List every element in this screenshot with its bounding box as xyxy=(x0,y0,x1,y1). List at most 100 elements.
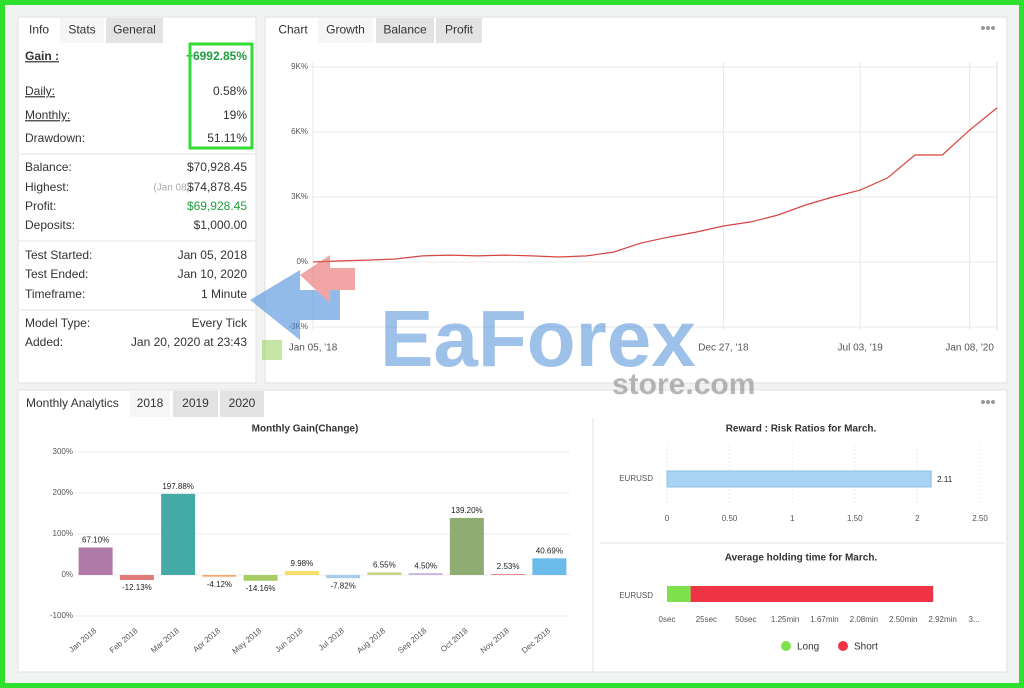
info-label: Timeframe: xyxy=(25,287,85,301)
value-label: 2.53% xyxy=(497,562,520,571)
tab-label[interactable]: 2019 xyxy=(182,396,209,410)
x-tick-label: 2.50min xyxy=(889,615,917,624)
value-label: -12.13% xyxy=(122,583,152,592)
info-label: Profit: xyxy=(25,199,56,213)
info-label: Daily: xyxy=(25,84,55,98)
watermark-domain: store.com xyxy=(612,368,755,401)
x-tick-label: 0 xyxy=(665,514,670,523)
tab-label[interactable]: 2018 xyxy=(137,396,164,410)
menu-dots[interactable] xyxy=(981,26,995,30)
bar-segment xyxy=(690,586,934,602)
legend-marker[interactable] xyxy=(838,641,848,651)
info-value: Every Tick xyxy=(192,316,248,330)
x-tick-label: 2.08min xyxy=(850,615,878,624)
tab-label[interactable]: Stats xyxy=(68,23,95,37)
tab[interactable] xyxy=(173,391,218,417)
value-label: -4.12% xyxy=(207,580,232,589)
bar xyxy=(449,517,484,575)
x-tick-label: Jan 08, '20 xyxy=(945,343,994,354)
value-label: -14.16% xyxy=(246,584,276,593)
tab-label[interactable]: General xyxy=(113,23,156,37)
bar xyxy=(202,575,237,577)
info-value: 0.58% xyxy=(213,84,247,98)
x-tick-label: 25sec xyxy=(696,615,717,624)
x-tick-label: 2.92min xyxy=(928,615,956,624)
value-label: 67.10% xyxy=(82,536,109,545)
y-tick-label: 300% xyxy=(53,447,73,456)
tab-label[interactable]: Growth xyxy=(326,23,365,37)
info-value: Jan 20, 2020 at 23:43 xyxy=(131,335,247,349)
x-tick-label: 1.25min xyxy=(771,615,799,624)
tab[interactable] xyxy=(270,18,316,43)
info-value: +6992.85% xyxy=(186,49,247,63)
info-value: 1 Minute xyxy=(201,287,247,301)
info-note: (Jan 08) xyxy=(153,183,190,194)
tab-label[interactable]: Chart xyxy=(278,23,308,37)
bar xyxy=(491,573,526,575)
tab-label[interactable]: Profit xyxy=(445,23,474,37)
tab[interactable] xyxy=(130,391,170,417)
panel-title: Monthly Analytics xyxy=(26,396,119,410)
value-label: 2.11 xyxy=(937,475,953,484)
bar xyxy=(284,570,319,575)
watermark-brand: EaForex xyxy=(380,294,696,383)
value-label: 4.50% xyxy=(414,561,437,570)
bar xyxy=(367,572,402,575)
tab[interactable] xyxy=(20,18,58,43)
category-label: EURUSD xyxy=(619,474,653,483)
info-label: Test Ended: xyxy=(25,267,88,281)
tab[interactable] xyxy=(220,391,264,417)
tab[interactable] xyxy=(106,18,163,43)
menu-dots[interactable] xyxy=(981,400,995,404)
highlight-box xyxy=(188,42,254,150)
legend-label[interactable]: Short xyxy=(854,642,878,653)
tab-label[interactable]: Info xyxy=(29,23,49,37)
legend-label[interactable]: Long xyxy=(797,642,819,653)
info-label: Deposits: xyxy=(25,218,75,232)
x-tick-label: Dec 27, '18 xyxy=(698,343,749,354)
chart-title: Average holding time for March. xyxy=(725,553,878,564)
tab[interactable] xyxy=(318,18,373,43)
legend-marker[interactable] xyxy=(781,641,791,651)
value-label: 40.69% xyxy=(536,546,563,555)
info-label: Monthly: xyxy=(25,108,70,122)
value-label: 197.88% xyxy=(162,482,194,491)
tab[interactable] xyxy=(376,18,434,43)
tab[interactable] xyxy=(60,18,104,43)
bar xyxy=(326,575,361,579)
info-label: Added: xyxy=(25,335,63,349)
info-value: $69,928.45 xyxy=(187,199,247,213)
info-value: Jan 05, 2018 xyxy=(178,248,248,262)
info-label: Drawdown: xyxy=(25,131,85,145)
bar xyxy=(666,470,932,488)
value-label: 9.98% xyxy=(291,559,314,568)
value-label: -7.82% xyxy=(330,581,355,590)
info-label: Test Started: xyxy=(25,248,92,262)
tab[interactable] xyxy=(436,18,482,43)
y-tick-label: 6K% xyxy=(291,127,308,136)
x-tick-label: 2 xyxy=(915,514,920,523)
x-tick-label: 1 xyxy=(790,514,795,523)
watermark-logo xyxy=(250,255,355,360)
x-tick-label: 1.67min xyxy=(810,615,838,624)
x-tick-label: 50sec xyxy=(735,615,756,624)
y-tick-label: 0% xyxy=(61,570,73,579)
y-tick-label: 3K% xyxy=(291,192,308,201)
info-value: Jan 10, 2020 xyxy=(178,267,248,281)
x-tick-label: 2.50 xyxy=(972,514,988,523)
bar xyxy=(119,575,154,580)
info-value: $1,000.00 xyxy=(194,218,248,232)
chart-title: Monthly Gain(Change) xyxy=(252,424,359,435)
tab-label[interactable]: Balance xyxy=(383,23,427,37)
info-panel xyxy=(17,16,257,384)
tab-label[interactable]: 2020 xyxy=(229,396,256,410)
info-label: Balance: xyxy=(25,160,72,174)
info-label: Model Type: xyxy=(25,316,90,330)
bar xyxy=(532,558,567,575)
chart-title: Reward : Risk Ratios for March. xyxy=(726,424,877,435)
value-label: 139.20% xyxy=(451,506,483,515)
x-tick-label: 0sec xyxy=(659,615,676,624)
info-value: 51.11% xyxy=(207,131,247,145)
info-value: 19% xyxy=(223,108,247,122)
x-tick-label: 3... xyxy=(968,615,979,624)
